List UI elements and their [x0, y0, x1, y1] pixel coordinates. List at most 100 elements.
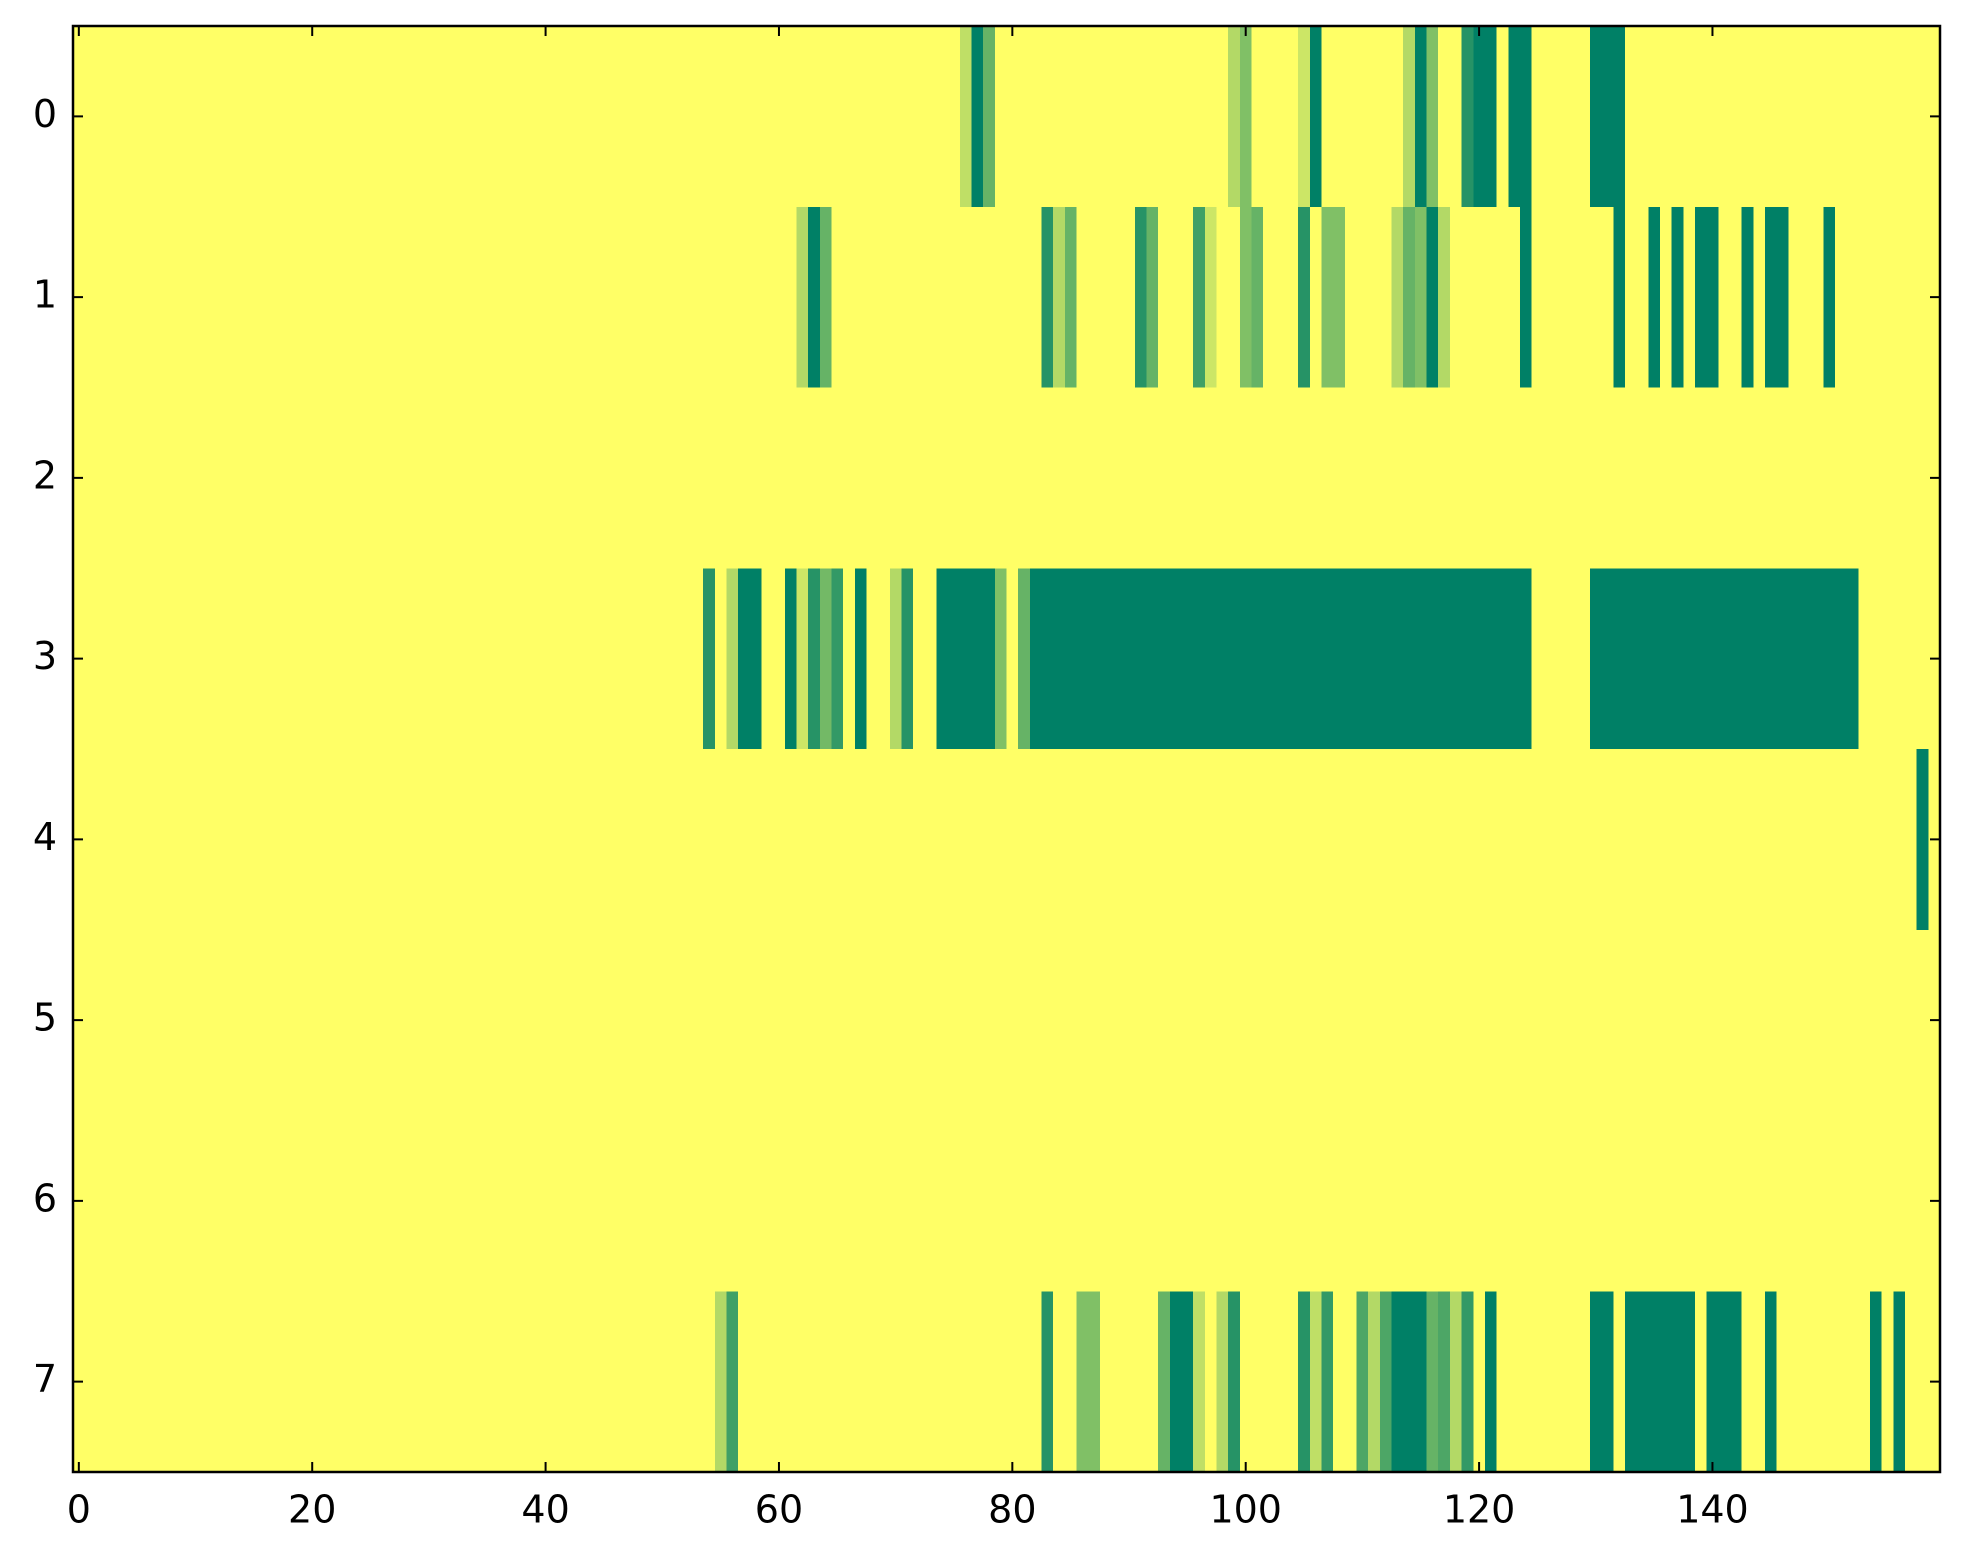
heatmap-cell — [866, 929, 879, 1112]
heatmap-cell — [1566, 568, 1579, 750]
heatmap-cell — [271, 1110, 284, 1292]
heatmap-cell — [178, 1291, 191, 1473]
heatmap-cell — [446, 206, 459, 389]
heatmap-cell — [1111, 749, 1124, 931]
heatmap-cell — [1671, 568, 1684, 750]
heatmap-cell — [166, 387, 179, 569]
heatmap-cell — [1589, 1110, 1603, 1292]
heatmap-cell — [1251, 206, 1264, 389]
heatmap-cell — [528, 1110, 541, 1292]
heatmap-cell — [1753, 387, 1766, 569]
heatmap-cell — [1823, 929, 1836, 1112]
heatmap-cell — [1064, 749, 1078, 931]
heatmap-cell — [1391, 387, 1404, 569]
heatmap-cell — [574, 568, 588, 750]
heatmap-cell — [481, 26, 494, 208]
heatmap-cell — [1589, 568, 1603, 750]
heatmap-cell — [481, 206, 494, 389]
heatmap-cell — [1088, 749, 1101, 931]
heatmap-cell — [1251, 568, 1264, 750]
heatmap-cell — [796, 1291, 809, 1473]
heatmap-cell — [668, 929, 681, 1112]
heatmap-cell — [1683, 929, 1696, 1112]
heatmap-cell — [609, 929, 623, 1112]
heatmap-cell — [679, 749, 693, 931]
heatmap-cell — [469, 929, 483, 1112]
heatmap-cell — [1298, 387, 1311, 569]
heatmap-cell — [1881, 749, 1894, 931]
heatmap-cell — [154, 568, 167, 750]
heatmap-cell — [1123, 1291, 1136, 1473]
heatmap-cell — [598, 929, 611, 1112]
heatmap-cell — [84, 387, 97, 569]
heatmap-cell — [1531, 26, 1544, 208]
heatmap-cell — [1729, 1291, 1743, 1473]
heatmap-cell — [761, 26, 774, 208]
y-tick-label: 0 — [33, 92, 57, 136]
heatmap-cell — [236, 206, 249, 389]
heatmap-cell — [726, 568, 739, 750]
heatmap-cell — [504, 749, 518, 931]
heatmap-cell — [773, 568, 786, 750]
heatmap-cell — [1029, 749, 1043, 931]
heatmap-cell — [364, 929, 377, 1112]
heatmap-cell — [726, 1291, 739, 1473]
heatmap-cell — [1496, 206, 1509, 389]
heatmap-cell — [1484, 1110, 1498, 1292]
heatmap-cell — [598, 387, 611, 569]
heatmap-cell — [691, 1291, 704, 1473]
heatmap-cell — [1064, 929, 1078, 1112]
heatmap-cell — [411, 206, 424, 389]
heatmap-cell — [983, 1291, 996, 1473]
heatmap-cell — [1904, 929, 1918, 1112]
heatmap-cell — [1741, 387, 1754, 569]
heatmap-cell — [1088, 26, 1101, 208]
heatmap-cell — [1391, 568, 1404, 750]
heatmap-cell — [1193, 749, 1206, 931]
heatmap-cell — [1508, 749, 1521, 931]
heatmap-cell — [1519, 749, 1533, 931]
heatmap-cell — [1333, 929, 1346, 1112]
heatmap-cell — [1403, 1291, 1416, 1473]
heatmap-cell — [1753, 26, 1766, 208]
heatmap-cell — [1473, 26, 1486, 208]
heatmap-cell — [1204, 387, 1218, 569]
heatmap-cell — [843, 26, 856, 208]
heatmap-cell — [714, 749, 728, 931]
heatmap-cell — [1146, 568, 1159, 750]
heatmap-cell — [994, 206, 1008, 389]
heatmap-cell — [1601, 1110, 1614, 1292]
heatmap-cell — [1286, 387, 1299, 569]
heatmap-cell — [1589, 749, 1603, 931]
heatmap-cell — [434, 387, 447, 569]
heatmap-cell — [1846, 1291, 1859, 1473]
heatmap-cell — [913, 206, 926, 389]
heatmap-cell — [399, 929, 412, 1112]
heatmap-cell — [1134, 929, 1148, 1112]
heatmap-cell — [1811, 26, 1824, 208]
heatmap-cell — [119, 568, 132, 750]
heatmap-cell — [726, 1110, 739, 1292]
heatmap-cell — [1811, 568, 1824, 750]
heatmap-cell — [434, 1110, 447, 1292]
heatmap-cell — [353, 206, 366, 389]
heatmap-cell — [563, 26, 576, 208]
heatmap-cell — [854, 929, 868, 1112]
heatmap-cell — [878, 387, 891, 569]
heatmap-cell — [271, 568, 284, 750]
heatmap-cell — [1403, 1110, 1416, 1292]
heatmap-cell — [1554, 929, 1568, 1112]
heatmap-cell — [1274, 26, 1288, 208]
heatmap-cell — [773, 929, 786, 1112]
heatmap-cell — [738, 929, 751, 1112]
heatmap-cell — [1204, 206, 1218, 389]
heatmap-cell — [1741, 1291, 1754, 1473]
heatmap-cell — [189, 1110, 202, 1292]
heatmap-cell — [528, 387, 541, 569]
heatmap-cell — [1473, 568, 1486, 750]
heatmap-cell — [796, 1110, 809, 1292]
heatmap-cell — [399, 387, 412, 569]
heatmap-cell — [761, 1110, 774, 1292]
heatmap-cell — [1776, 26, 1789, 208]
heatmap-cell — [936, 206, 949, 389]
